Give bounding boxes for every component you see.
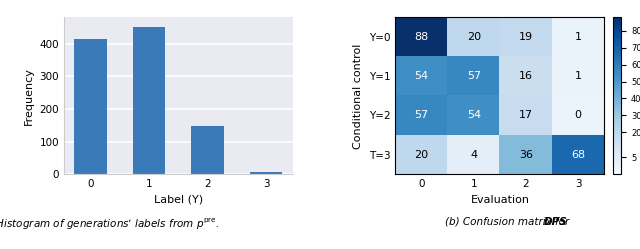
- X-axis label: Label (Y): Label (Y): [154, 195, 203, 205]
- X-axis label: Evaluation: Evaluation: [470, 195, 529, 205]
- Text: 17: 17: [519, 111, 533, 121]
- Bar: [191, 126, 223, 174]
- Text: 88: 88: [415, 32, 429, 42]
- Text: 57: 57: [415, 111, 429, 121]
- Text: 1: 1: [575, 32, 582, 42]
- Text: 54: 54: [415, 71, 429, 81]
- Text: (b) Confusion matrix for: (b) Confusion matrix for: [445, 217, 572, 227]
- Text: (a) Histogram of generations’ labels from $p^{\mathrm{pre}}$.: (a) Histogram of generations’ labels fro…: [0, 217, 220, 232]
- Text: 19: 19: [519, 32, 533, 42]
- Bar: [133, 27, 165, 174]
- Text: 36: 36: [519, 150, 533, 160]
- Text: 68: 68: [571, 150, 586, 160]
- Text: 1: 1: [575, 71, 582, 81]
- Text: 16: 16: [519, 71, 533, 81]
- Text: 20: 20: [415, 150, 429, 160]
- Text: .: .: [562, 217, 565, 227]
- Text: 20: 20: [467, 32, 481, 42]
- Text: 0: 0: [575, 111, 582, 121]
- Text: DPS: DPS: [544, 217, 568, 227]
- Y-axis label: Conditional control: Conditional control: [353, 43, 364, 149]
- Text: 4: 4: [470, 150, 477, 160]
- Bar: [74, 39, 107, 174]
- Bar: [250, 172, 282, 174]
- Text: 57: 57: [467, 71, 481, 81]
- Y-axis label: Frequency: Frequency: [24, 67, 34, 125]
- Text: 54: 54: [467, 111, 481, 121]
